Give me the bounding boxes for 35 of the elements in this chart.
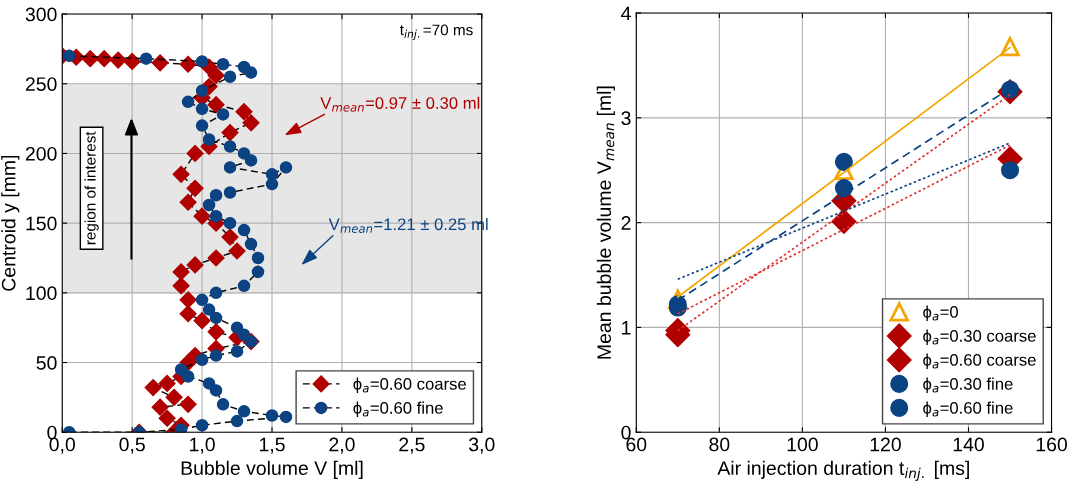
x-tick-label: 80 (709, 437, 730, 452)
legend-label: ϕ$_{a}$=0.60 fine (353, 401, 443, 418)
y-tick-label: 200 (25, 146, 57, 161)
y-tick-label: 250 (25, 77, 57, 91)
x-tick-label: 1,0 (190, 437, 215, 454)
y-tick-label: 3 (621, 111, 631, 126)
legend-label: ϕ$_{a}$=0 (923, 305, 958, 322)
x-tick-label: 0,5 (119, 437, 145, 454)
legend-label: ϕ$_{a}$=0.60 coarse (353, 377, 466, 394)
x-tick-label: 2,0 (329, 437, 355, 454)
legend-label: ϕ$_{a}$=0.60 fine (923, 401, 1013, 418)
legend-label: ϕ$_{a}$=0.30 coarse (923, 329, 1036, 346)
y-tick-label: 300 (25, 7, 57, 22)
x-axis-title: Air injection duration t$_{inj.}$ [ms] (717, 460, 969, 481)
y-tick-label: 2 (621, 216, 631, 230)
y-axis-title: Mean bubble volume V$_{mean}$ [ml] (596, 86, 615, 359)
y-tick-label: 100 (26, 286, 57, 301)
x-tick-label: 1,5 (259, 437, 285, 454)
legend-label: ϕ$_{a}$=0.30 fine (923, 377, 1013, 394)
x-tick-label: 160 (1036, 437, 1067, 452)
annotation: t$_{inj.}$=70 ms (399, 24, 473, 40)
legend-label: ϕ$_{a}$=0.60 coarse (923, 353, 1036, 370)
band-label: region of interest (84, 131, 99, 245)
annotation: V$_{mean}$=0.97 ± 0.30 ml (320, 96, 480, 112)
y-tick-label: 50 (36, 356, 57, 370)
x-tick-label: 100 (787, 437, 818, 452)
y-tick-label: 1 (622, 321, 631, 335)
x-tick-label: 120 (870, 437, 901, 452)
y-tick-label: 4 (621, 6, 631, 21)
x-axis-title: Bubble volume V [ml] (181, 460, 363, 479)
x-tick-label: 2,5 (399, 437, 425, 454)
y-axis-title: Centroid y [mm] (1, 155, 20, 291)
x-tick-label: 140 (953, 437, 984, 452)
x-tick-label: 3,0 (469, 437, 495, 454)
y-tick-label: 150 (26, 216, 57, 231)
